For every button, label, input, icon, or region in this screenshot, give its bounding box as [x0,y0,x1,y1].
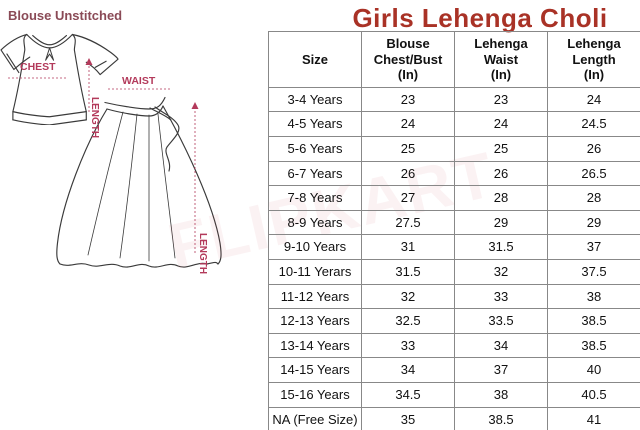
svg-text:WAIST: WAIST [122,75,156,87]
svg-text:CHEST: CHEST [20,61,56,73]
svg-text:LENGTH: LENGTH [89,97,100,138]
svg-text:LENGTH: LENGTH [197,233,208,274]
